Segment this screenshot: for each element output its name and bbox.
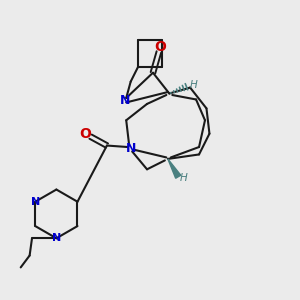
Text: N: N <box>125 142 136 155</box>
Text: O: O <box>79 127 91 141</box>
Text: H: H <box>190 80 197 90</box>
Polygon shape <box>168 159 181 178</box>
Text: N: N <box>119 94 130 107</box>
Text: N: N <box>52 233 61 243</box>
Text: O: O <box>154 40 166 55</box>
Text: H: H <box>180 173 188 183</box>
Text: N: N <box>31 197 40 207</box>
